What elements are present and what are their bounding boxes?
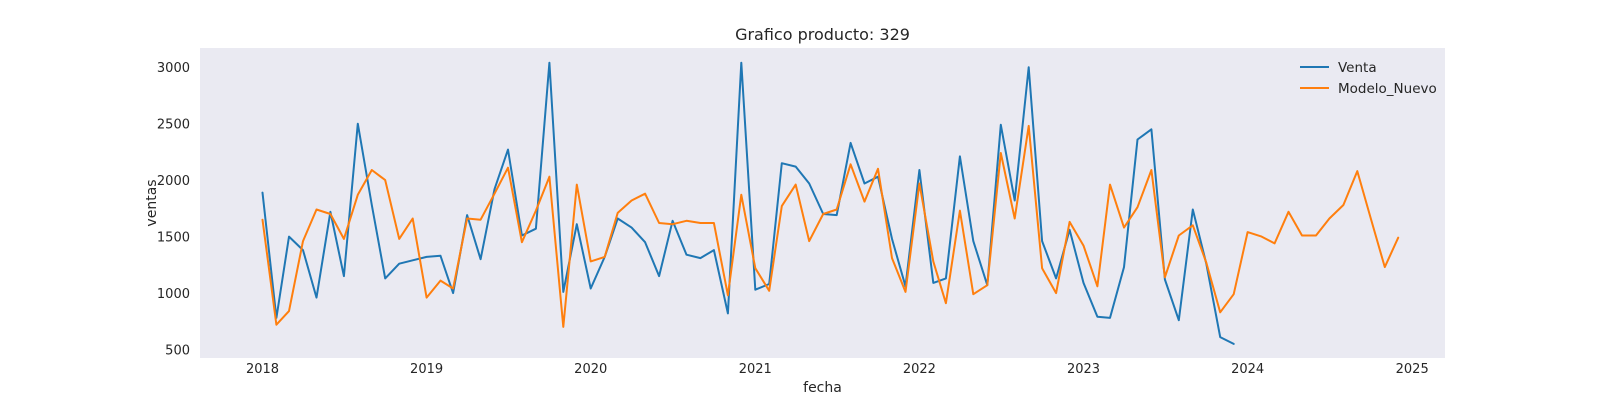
y-tick-labels: 500 1000 1500 2000 2500 3000 <box>157 61 190 358</box>
series-line-modelo-nuevo <box>261 124 1400 328</box>
y-tick-label: 500 <box>165 344 190 359</box>
series-layer <box>261 61 1400 345</box>
x-tick-label: 2024 <box>1231 362 1264 377</box>
series-line-venta <box>261 61 1235 345</box>
y-tick-label: 2000 <box>157 174 190 189</box>
x-tick-label: 2025 <box>1396 362 1429 377</box>
x-axis-label: fecha <box>803 380 842 396</box>
legend-label: Venta <box>1338 60 1377 76</box>
x-tick-labels: 2018 2019 2020 2021 2022 2023 2024 2025 <box>246 362 1429 377</box>
x-tick-label: 2018 <box>246 362 279 377</box>
legend: Venta Modelo_Nuevo <box>1300 60 1437 97</box>
x-tick-label: 2020 <box>574 362 607 377</box>
legend-label: Modelo_Nuevo <box>1338 81 1437 97</box>
x-tick-label: 2022 <box>903 362 936 377</box>
plot-background <box>200 48 1445 358</box>
x-tick-label: 2023 <box>1067 362 1100 377</box>
y-tick-label: 3000 <box>157 61 190 76</box>
chart-title: Grafico producto: 329 <box>735 25 910 44</box>
x-tick-label: 2021 <box>739 362 772 377</box>
y-tick-label: 2500 <box>157 118 190 133</box>
x-tick-label: 2019 <box>410 362 443 377</box>
y-tick-label: 1500 <box>157 231 190 246</box>
y-axis-label: ventas <box>144 179 160 226</box>
y-tick-label: 1000 <box>157 287 190 302</box>
